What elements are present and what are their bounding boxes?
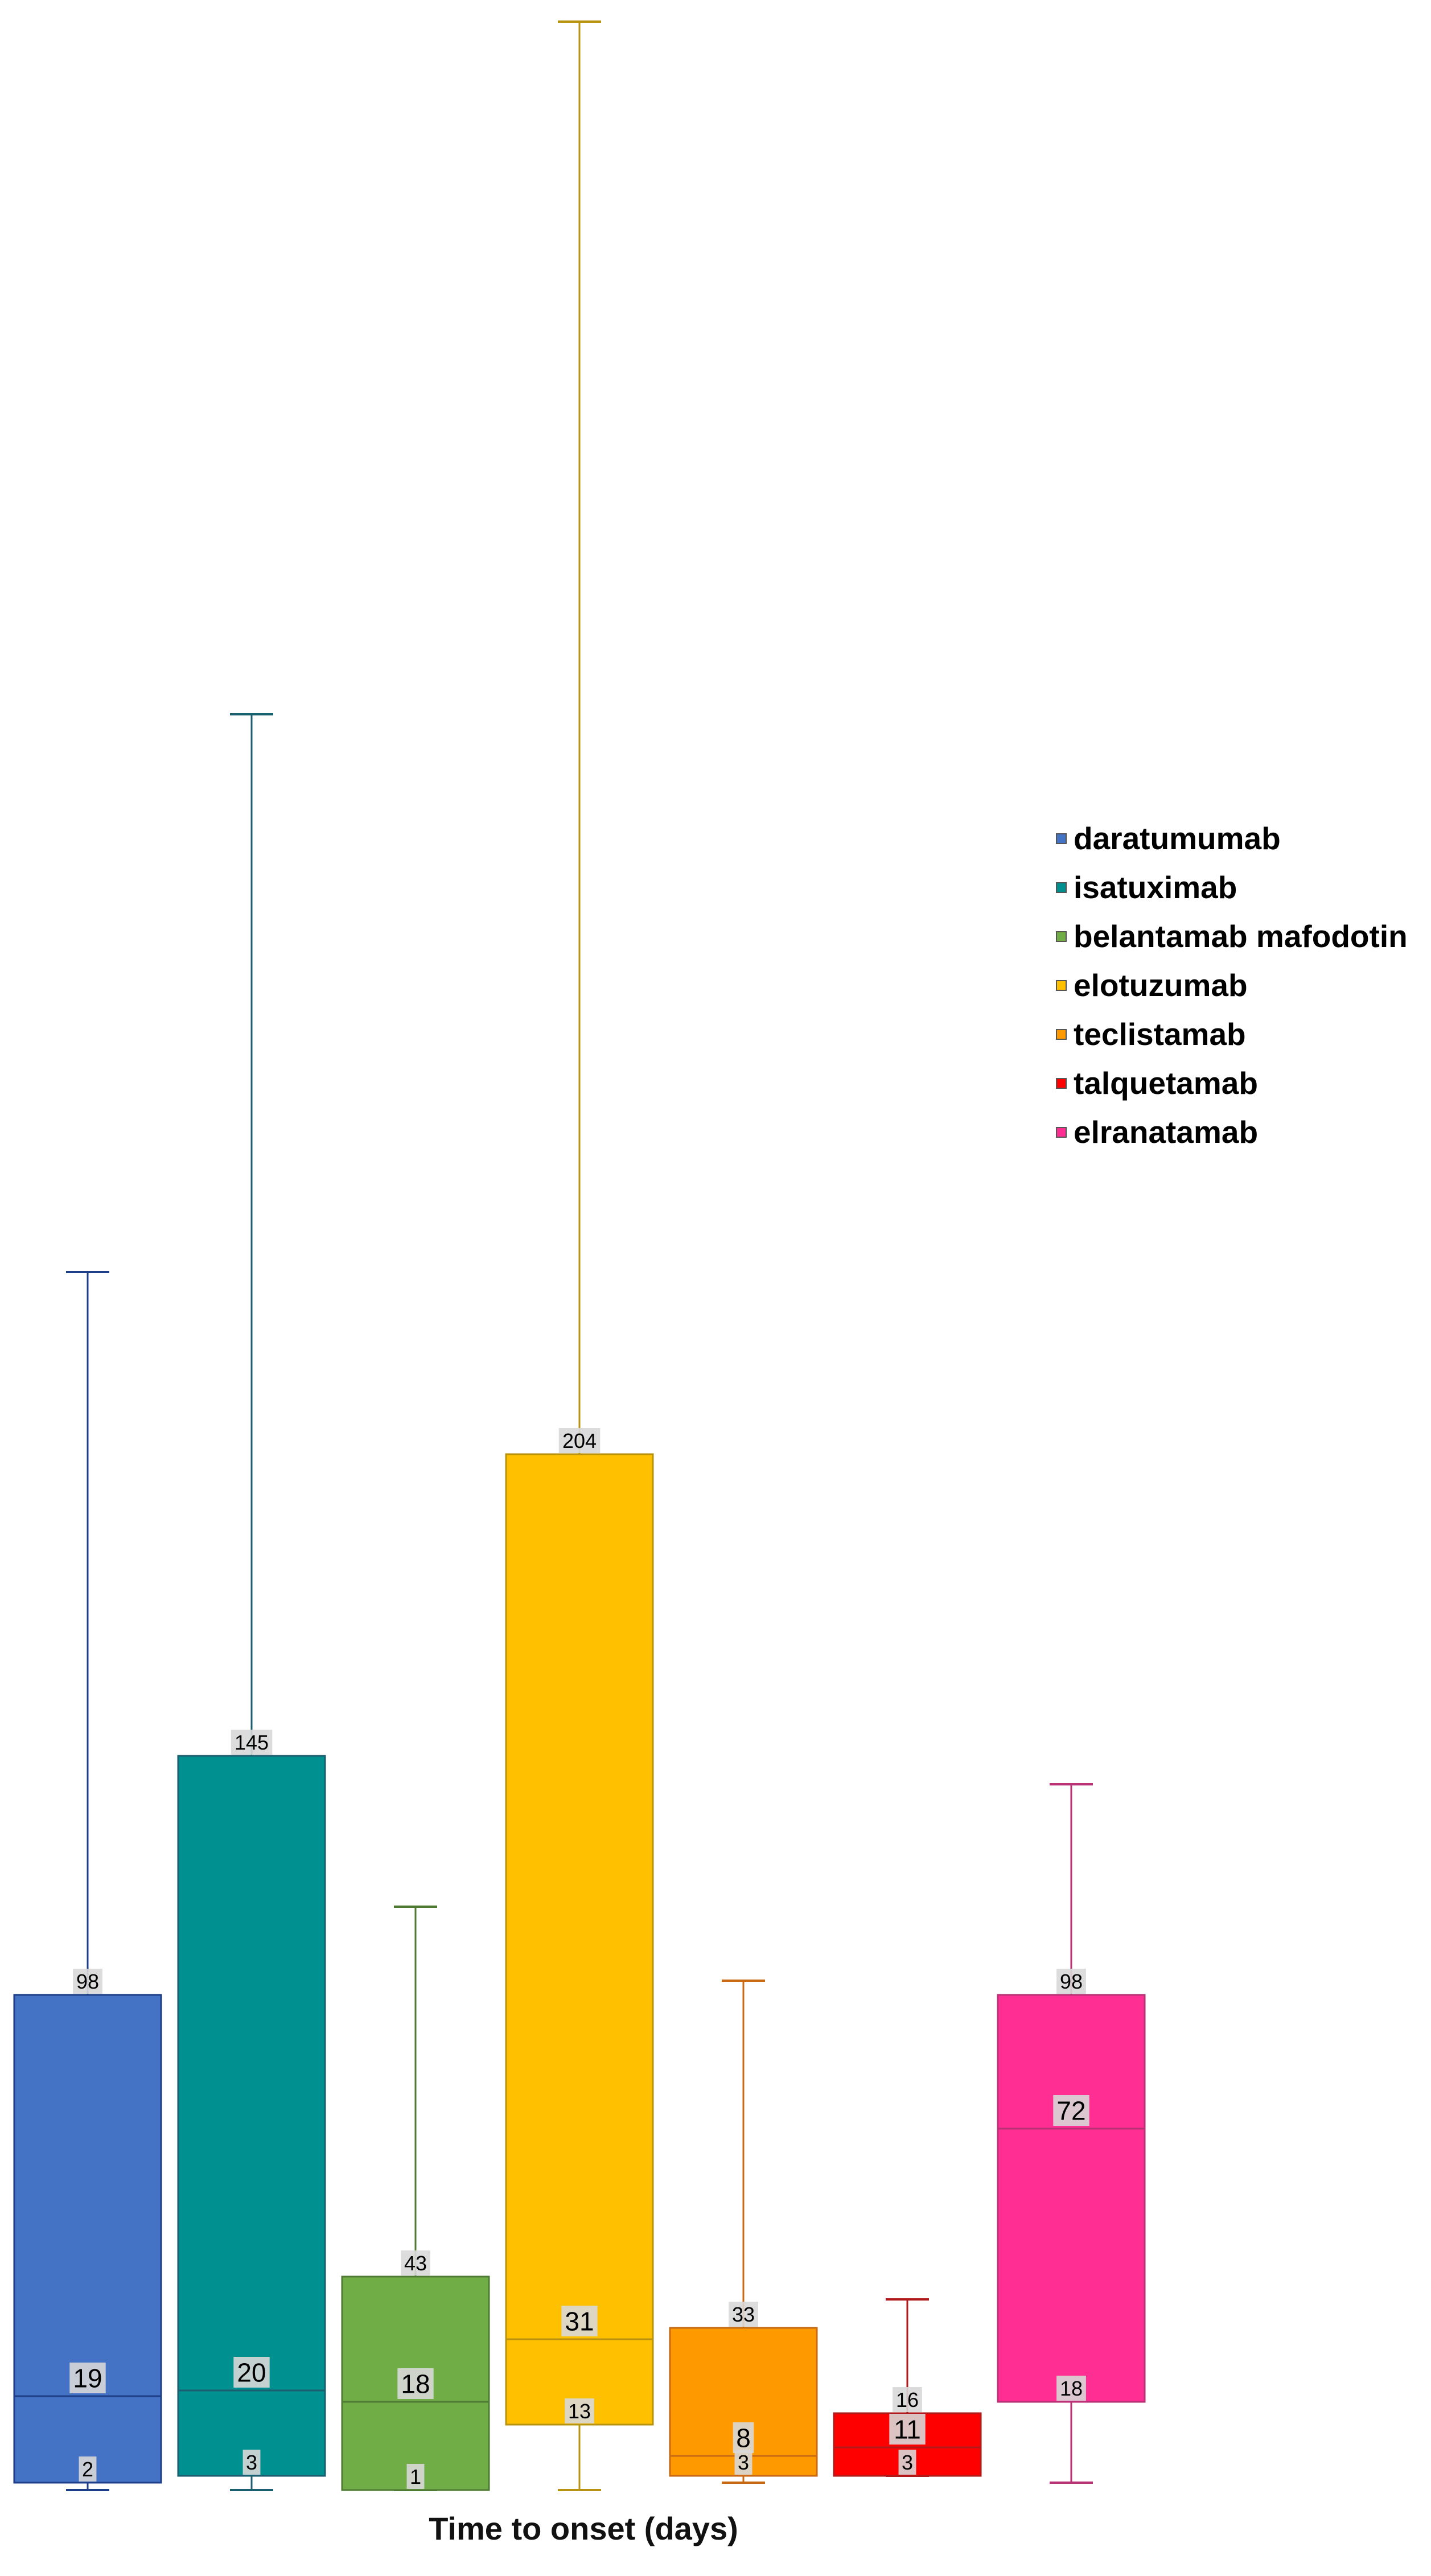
- elotuzumab-q1-label: 13: [568, 2400, 591, 2423]
- legend-item: talquetamab: [1056, 1059, 1408, 1108]
- belantamab-mafodotin-q3-label: 43: [404, 2252, 427, 2275]
- talquetamab-median-label: 11: [894, 2415, 921, 2445]
- elranatamab-q3-label-bg: [1056, 1969, 1086, 1994]
- legend-swatch: [1056, 1126, 1067, 1138]
- elranatamab-q1-label-bg: [1056, 2376, 1086, 2401]
- elotuzumab-q1-label-bg: [565, 2398, 594, 2423]
- isatuximab-q1-label: 3: [246, 2451, 257, 2474]
- daratumumab-q3-label: 98: [76, 1970, 99, 1993]
- isatuximab-q1-label-bg: [242, 2450, 261, 2475]
- elranatamab-box: [997, 1994, 1146, 2403]
- daratumumab-q1-label-bg: [79, 2456, 97, 2482]
- legend-label: talquetamab: [1074, 1065, 1258, 1101]
- legend-swatch: [1056, 1077, 1067, 1089]
- daratumumab-q1-label: 2: [82, 2458, 93, 2481]
- teclistamab-q1-label: 3: [738, 2451, 749, 2474]
- elotuzumab-box: [505, 1453, 654, 2426]
- legend-label: teclistamab: [1074, 1017, 1246, 1052]
- belantamab-mafodotin-q1-label-bg: [406, 2464, 425, 2489]
- legend: daratumumab isatuximab belantamab mafodoti…: [1056, 814, 1408, 1157]
- isatuximab-box: [177, 1755, 326, 2477]
- elranatamab-median-label: 72: [1056, 2096, 1085, 2126]
- belantamab-mafodotin-q3-label-bg: [401, 2250, 430, 2275]
- belantamab-mafodotin-q1-label: 1: [410, 2465, 421, 2488]
- elotuzumab-median-label-bg: [561, 2306, 598, 2336]
- talquetamab-q3-label: 16: [896, 2388, 919, 2412]
- legend-swatch: [1056, 833, 1067, 844]
- teclistamab-q1-label-bg: [734, 2450, 752, 2475]
- legend-label: elotuzumab: [1074, 968, 1248, 1003]
- legend-item: teclistamab: [1056, 1010, 1408, 1059]
- legend-swatch: [1056, 980, 1067, 991]
- x-axis-label: Time to onset (days): [429, 2511, 738, 2546]
- legend-label: isatuximab: [1074, 870, 1237, 905]
- legend-item: elranatamab: [1056, 1108, 1408, 1157]
- legend-swatch: [1056, 931, 1067, 942]
- daratumumab-median-label-bg: [69, 2363, 106, 2393]
- elotuzumab-q3-label: 204: [562, 1429, 597, 1452]
- legend-swatch: [1056, 1028, 1067, 1040]
- legend-label: daratumumab: [1074, 821, 1281, 856]
- elranatamab-median-label-bg: [1053, 2095, 1089, 2126]
- legend-label: elranatamab: [1074, 1114, 1259, 1150]
- legend-item: isatuximab: [1056, 863, 1408, 912]
- belantamab-mafodotin-median-label-bg: [397, 2368, 434, 2399]
- elranatamab-q3-label: 98: [1060, 1970, 1083, 1993]
- isatuximab-q3-label: 145: [235, 1731, 269, 1754]
- elotuzumab-median-label: 31: [565, 2307, 594, 2336]
- legend-item: elotuzumab: [1056, 961, 1408, 1010]
- legend-item: daratumumab: [1056, 814, 1408, 863]
- elotuzumab-q3-label-bg: [558, 1428, 601, 1453]
- daratumumab-q3-label-bg: [73, 1969, 102, 1994]
- talquetamab-q1-label-bg: [898, 2450, 916, 2475]
- talquetamab-median-label-bg: [889, 2414, 926, 2445]
- elranatamab-q1-label: 18: [1060, 2377, 1083, 2400]
- talquetamab-q3-label-bg: [893, 2387, 922, 2412]
- teclistamab-median-label: 8: [736, 2423, 751, 2453]
- daratumumab-median-label: 19: [73, 2364, 102, 2393]
- teclistamab-q3-label-bg: [729, 2302, 758, 2327]
- legend-swatch: [1056, 882, 1067, 893]
- daratumumab-box: [13, 1994, 162, 2484]
- teclistamab-median-label-bg: [733, 2422, 754, 2453]
- legend-label: belantamab mafodotin: [1074, 919, 1408, 954]
- belantamab-mafodotin-median-label: 18: [401, 2369, 430, 2399]
- isatuximab-median-label: 20: [237, 2358, 266, 2388]
- talquetamab-q1-label: 3: [902, 2451, 913, 2474]
- isatuximab-median-label-bg: [233, 2357, 270, 2388]
- teclistamab-q3-label: 33: [732, 2303, 755, 2326]
- isatuximab-q3-label-bg: [231, 1730, 273, 1755]
- legend-item: belantamab mafodotin: [1056, 912, 1408, 961]
